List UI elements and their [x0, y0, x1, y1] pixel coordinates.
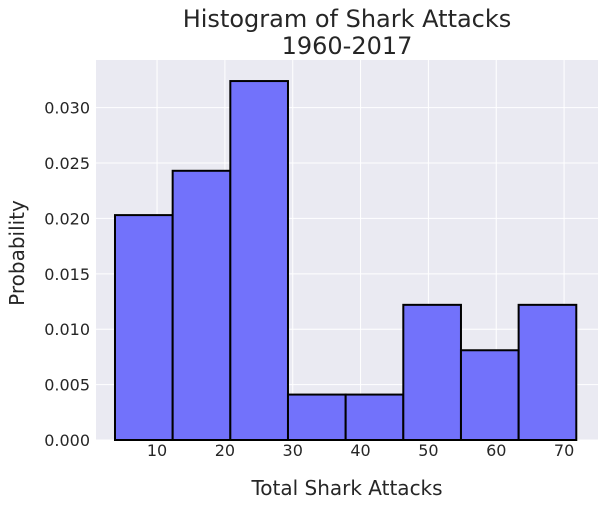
- x-tick-label: 20: [215, 441, 235, 460]
- y-axis-label: Probability: [5, 200, 29, 306]
- histogram-bar: [402, 303, 462, 442]
- chart-title: Histogram of Shark Attacks: [183, 5, 512, 33]
- histogram-bar: [171, 169, 232, 441]
- x-tick-label: 70: [554, 441, 574, 460]
- x-tick-label: 10: [147, 441, 167, 460]
- tick-labels: 10 20 30 40 50 60 70 0.000 0.005 0.010 0.015 0.020 0…: [44, 99, 574, 460]
- x-tick-label: 60: [486, 441, 506, 460]
- histogram-bar: [517, 303, 578, 442]
- y-tick-label: 0.000: [44, 431, 90, 450]
- histogram-bar: [286, 393, 347, 442]
- x-axis-label: Total Shark Attacks: [250, 476, 442, 500]
- y-tick-label: 0.030: [44, 99, 90, 118]
- histogram-bars: [113, 80, 578, 442]
- histogram-bar: [344, 393, 405, 442]
- x-tick-label: 40: [350, 441, 370, 460]
- x-tick-label: 30: [283, 441, 303, 460]
- histogram-bar: [113, 214, 174, 441]
- chart-subtitle: 1960-2017: [282, 32, 413, 60]
- x-tick-label: 50: [418, 441, 438, 460]
- y-tick-label: 0.005: [44, 376, 90, 395]
- y-tick-label: 0.020: [44, 209, 90, 228]
- y-tick-label: 0.025: [44, 154, 90, 173]
- histogram-bar: [229, 80, 289, 441]
- histogram-bar: [459, 349, 520, 441]
- y-tick-label: 0.010: [44, 320, 90, 339]
- y-tick-label: 0.015: [44, 265, 90, 284]
